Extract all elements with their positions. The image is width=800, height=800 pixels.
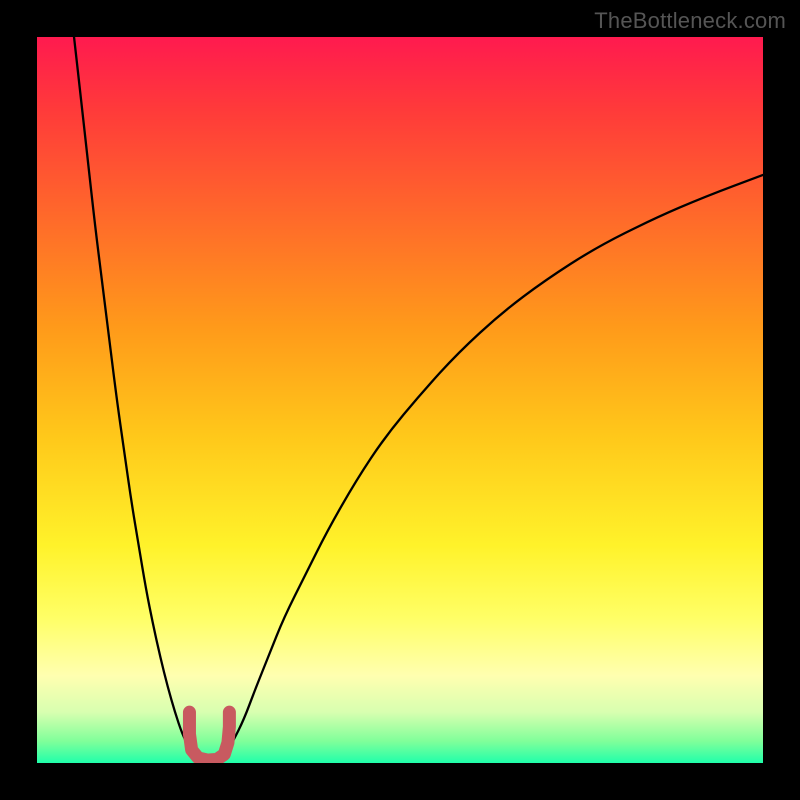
chart-container: TheBottleneck.com [0,0,800,800]
frame-right [763,0,800,800]
frame-bottom [0,763,800,800]
frame-left [0,0,37,800]
plot-area [37,37,763,763]
watermark-text: TheBottleneck.com [594,8,786,34]
